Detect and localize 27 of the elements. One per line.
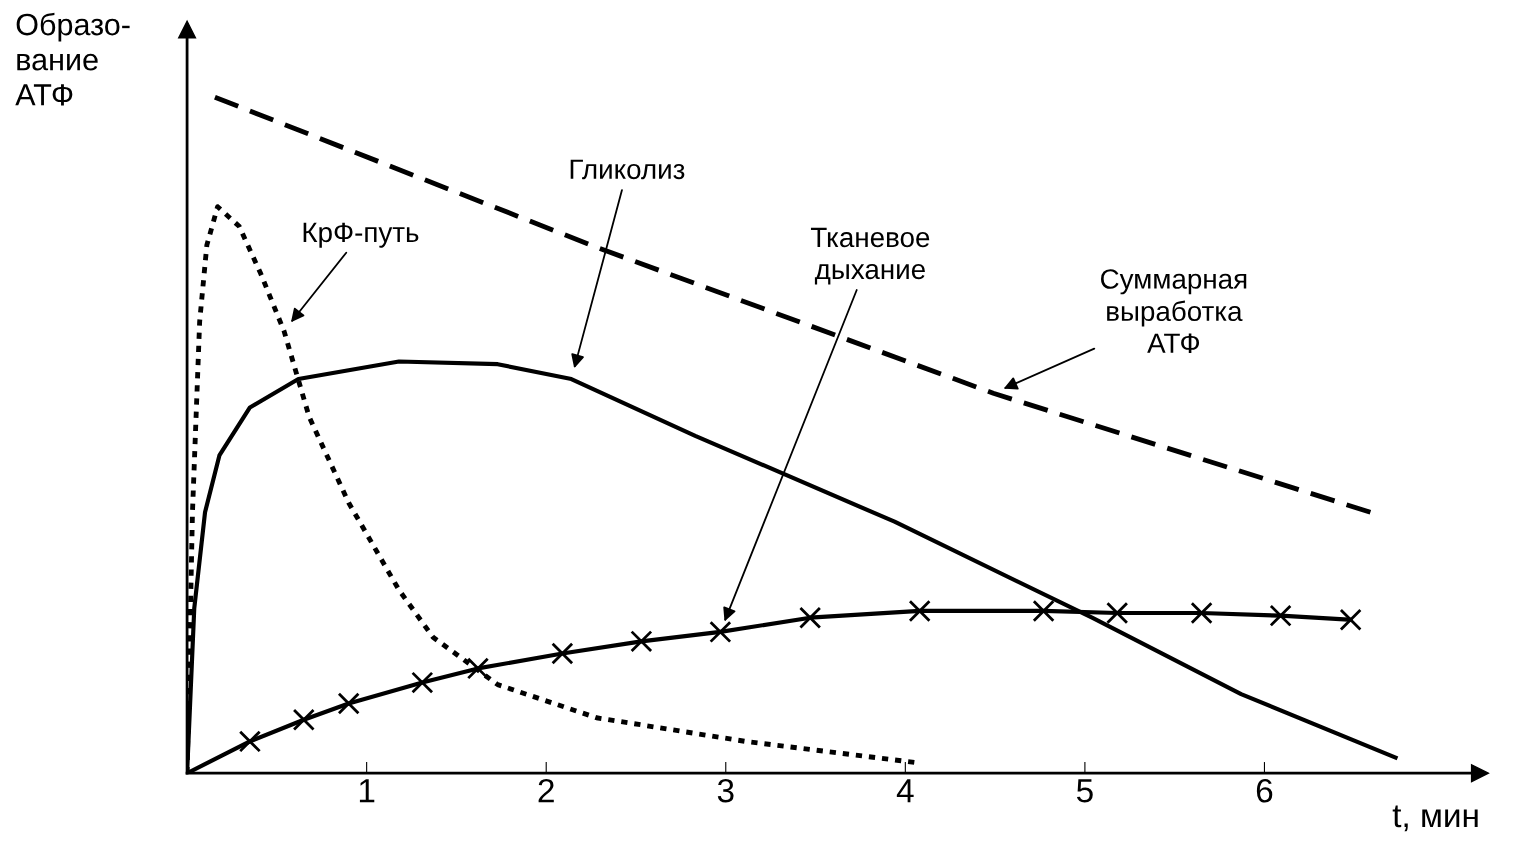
y-axis-title: Образо- вание АТФ [15,12,130,106]
text: Тканевое дыхание [810,227,930,285]
point [908,599,931,623]
series-label: КрФ-путь [303,222,419,248]
point [292,708,315,731]
x-tick-label: 2 [538,778,554,803]
point [466,657,490,680]
x-tick-label: 5 [1076,779,1093,803]
point [411,671,434,694]
point [630,630,653,653]
point [1106,601,1129,625]
x-axis-title: t, мин [1392,805,1478,832]
point [1339,608,1362,631]
point [551,642,574,665]
point [1032,599,1055,623]
x-tick-label: 4 [896,779,914,803]
x-tick-label: 3 [717,778,734,803]
point [238,730,262,753]
x-tick-label: 6 [1256,778,1273,803]
text: Суммарная выработка АТФ [1101,269,1247,353]
point [799,606,822,629]
point [709,620,732,643]
text: Гликолиз [570,159,685,180]
point [337,692,360,715]
x-tick-label: 1 [359,779,375,803]
point [1269,604,1292,627]
point [1190,601,1213,625]
